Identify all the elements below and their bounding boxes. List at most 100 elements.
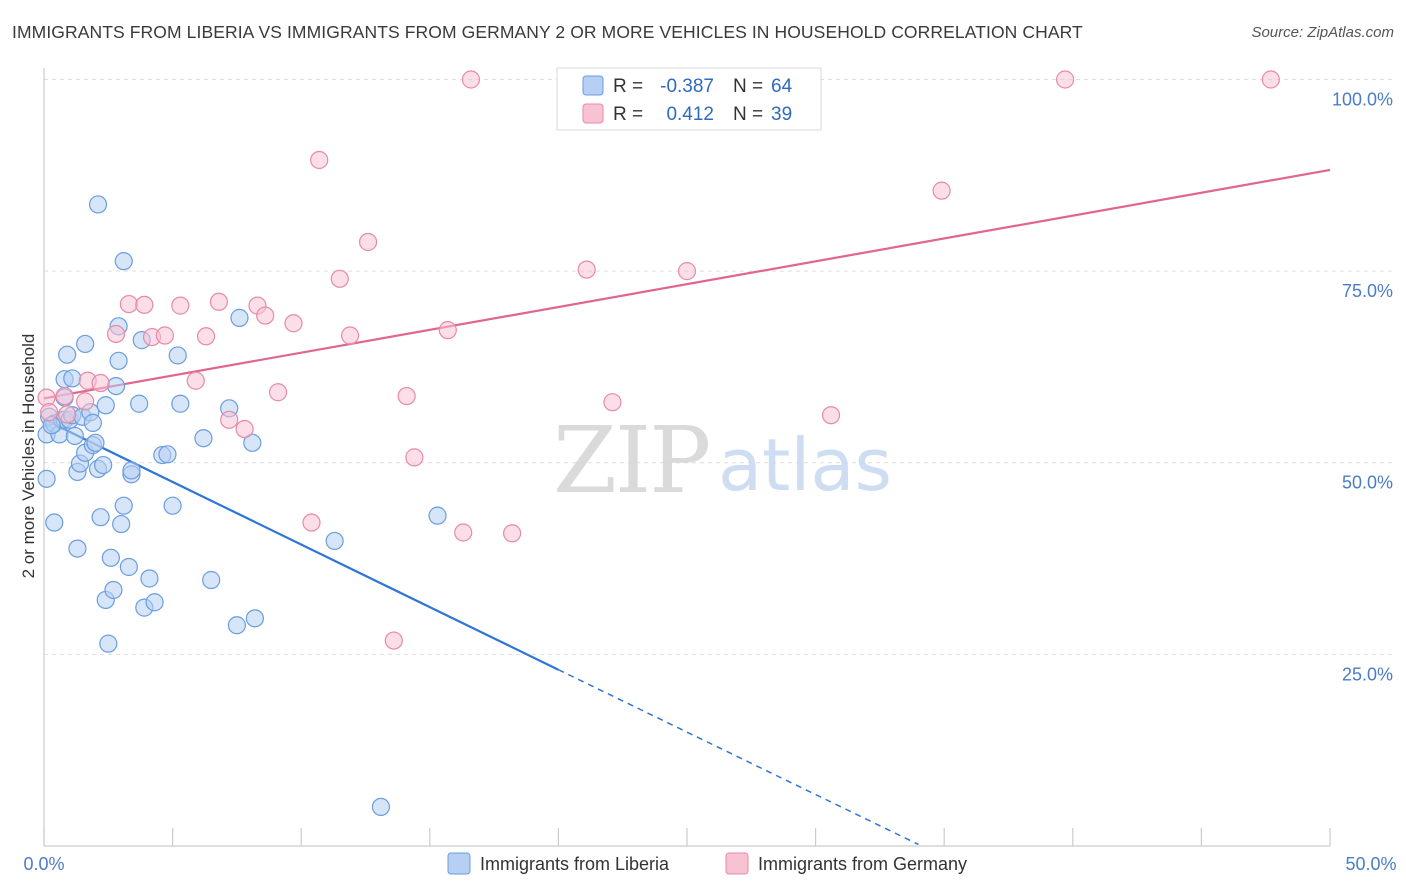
point-liberia-13 bbox=[63, 369, 82, 388]
point-germany-9 bbox=[135, 295, 154, 314]
point-germany-40 bbox=[1261, 70, 1280, 89]
legend-n-value-germany: 39 bbox=[771, 104, 792, 125]
y-tick-label-100: 100.0% bbox=[1332, 89, 1393, 109]
point-germany-29 bbox=[405, 448, 424, 467]
point-germany-14 bbox=[196, 327, 216, 346]
y-tick-label-50: 50.0% bbox=[1342, 473, 1393, 493]
point-germany-7 bbox=[106, 324, 126, 344]
point-germany-28 bbox=[397, 386, 416, 406]
point-liberia-43 bbox=[130, 394, 149, 413]
point-liberia-51 bbox=[168, 346, 187, 365]
y-tick-label-75: 75.0% bbox=[1342, 281, 1393, 301]
point-germany-16 bbox=[220, 410, 239, 429]
legend-r-value-liberia: -0.387 bbox=[660, 76, 714, 97]
point-liberia-31 bbox=[99, 634, 118, 653]
point-germany-1 bbox=[40, 403, 59, 422]
series-legend-swatch-germany bbox=[725, 852, 749, 875]
point-germany-4 bbox=[76, 392, 95, 411]
series-legend-swatch-liberia bbox=[447, 852, 471, 875]
point-germany-11 bbox=[155, 326, 174, 345]
point-liberia-59 bbox=[245, 609, 265, 628]
point-liberia-28 bbox=[94, 455, 113, 475]
source-label: Source: ZipAtlas.com bbox=[1251, 24, 1394, 41]
point-germany-25 bbox=[340, 326, 360, 345]
point-germany-20 bbox=[268, 383, 288, 402]
point-liberia-27 bbox=[91, 508, 110, 527]
trend-line-extension-0 bbox=[558, 669, 919, 846]
point-liberia-62 bbox=[428, 506, 447, 525]
stats-legend: R = -0.387 N = 64 R = 0.412 N = 39 bbox=[556, 67, 822, 131]
point-germany-31 bbox=[454, 523, 473, 542]
point-germany-12 bbox=[171, 296, 190, 315]
data-points bbox=[37, 70, 1280, 817]
watermark-zip: ZIP bbox=[553, 407, 709, 514]
point-germany-38 bbox=[932, 181, 951, 200]
point-germany-36 bbox=[677, 262, 697, 281]
point-germany-3 bbox=[58, 405, 77, 424]
series-legend: Immigrants from Liberia Immigrants from … bbox=[447, 852, 967, 875]
trend-line-1 bbox=[43, 168, 1331, 400]
x-tick-max: 50.0% bbox=[1345, 854, 1396, 874]
point-liberia-57 bbox=[230, 308, 249, 327]
point-germany-21 bbox=[284, 314, 303, 333]
series-legend-label-liberia: Immigrants from Liberia bbox=[480, 854, 670, 874]
point-liberia-34 bbox=[106, 376, 126, 396]
point-liberia-52 bbox=[171, 394, 190, 413]
point-germany-13 bbox=[186, 371, 205, 390]
legend-r-value-germany: 0.412 bbox=[666, 104, 714, 125]
point-germany-8 bbox=[119, 294, 138, 314]
point-liberia-50 bbox=[163, 496, 182, 515]
point-germany-23 bbox=[310, 150, 329, 170]
point-germany-33 bbox=[503, 524, 522, 543]
point-liberia-29 bbox=[96, 396, 115, 415]
point-liberia-10 bbox=[58, 345, 77, 364]
point-liberia-33 bbox=[104, 580, 123, 600]
point-liberia-46 bbox=[140, 569, 159, 588]
point-germany-6 bbox=[91, 373, 110, 393]
point-germany-26 bbox=[358, 232, 378, 252]
point-germany-15 bbox=[209, 292, 228, 311]
legend-r-label-liberia: R = bbox=[613, 76, 643, 97]
point-liberia-32 bbox=[101, 548, 120, 567]
point-liberia-19 bbox=[76, 334, 95, 354]
point-germany-35 bbox=[603, 393, 622, 412]
point-germany-32 bbox=[461, 70, 481, 89]
chart-title: IMMIGRANTS FROM LIBERIA VS IMMIGRANTS FR… bbox=[12, 22, 1083, 42]
legend-r-label-germany: R = bbox=[613, 104, 643, 125]
legend-n-label-germany: N = bbox=[733, 104, 763, 125]
x-tick-min: 0.0% bbox=[23, 854, 64, 874]
legend-n-value-liberia: 64 bbox=[771, 76, 793, 97]
point-liberia-54 bbox=[202, 570, 221, 590]
legend-swatch-liberia bbox=[582, 75, 604, 96]
y-tick-label-25: 25.0% bbox=[1342, 664, 1393, 684]
point-germany-34 bbox=[577, 260, 596, 279]
legend-swatch-germany bbox=[582, 103, 604, 124]
point-liberia-47 bbox=[145, 593, 164, 612]
point-liberia-60 bbox=[325, 531, 344, 551]
series-legend-label-germany: Immigrants from Germany bbox=[758, 854, 967, 874]
y-tick-labels: 25.0% 50.0% 75.0% 100.0% bbox=[1332, 89, 1393, 684]
trend-line-0 bbox=[46, 419, 559, 671]
point-liberia-25 bbox=[88, 195, 108, 214]
point-liberia-24 bbox=[86, 433, 105, 452]
point-germany-24 bbox=[330, 269, 349, 288]
point-germany-30 bbox=[438, 321, 457, 340]
point-germany-39 bbox=[1055, 70, 1075, 89]
point-liberia-40 bbox=[119, 557, 138, 577]
point-liberia-39 bbox=[114, 252, 133, 271]
gridlines bbox=[44, 78, 1392, 655]
point-liberia-61 bbox=[371, 797, 391, 817]
point-liberia-42 bbox=[122, 461, 141, 480]
point-germany-2 bbox=[55, 386, 74, 406]
point-liberia-58 bbox=[243, 433, 262, 452]
point-germany-17 bbox=[235, 419, 254, 439]
point-germany-27 bbox=[384, 631, 403, 650]
point-germany-37 bbox=[821, 406, 841, 425]
point-germany-22 bbox=[302, 513, 321, 532]
point-liberia-35 bbox=[109, 351, 128, 370]
point-liberia-56 bbox=[227, 616, 246, 635]
point-liberia-0 bbox=[37, 469, 56, 488]
x-axis-ticks bbox=[43, 828, 1331, 846]
point-liberia-23 bbox=[83, 413, 102, 432]
